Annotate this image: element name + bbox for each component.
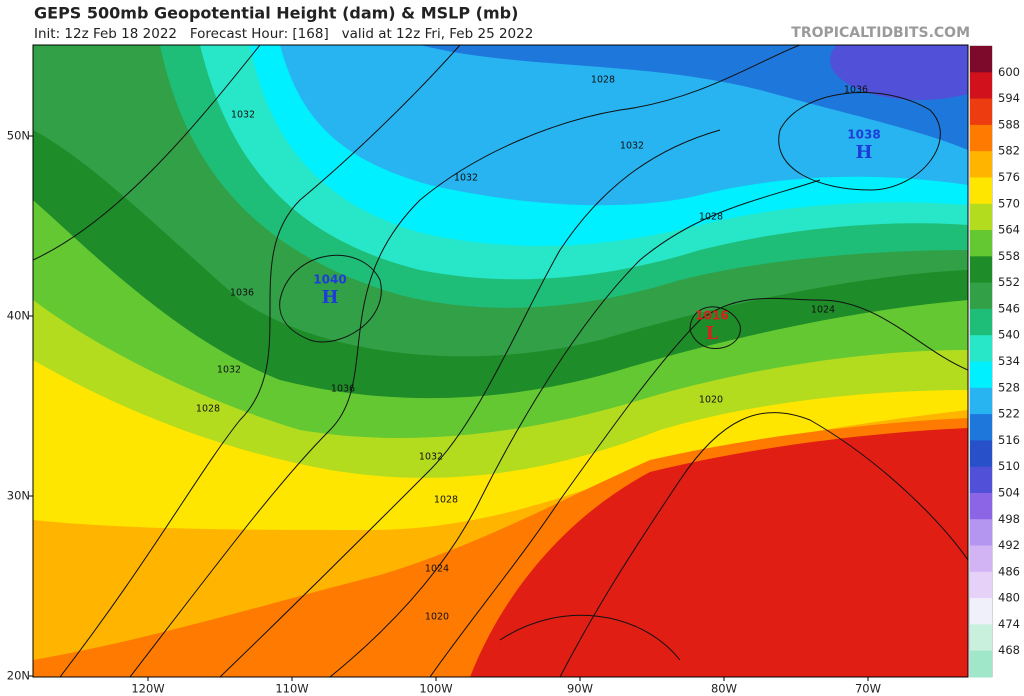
colorbar-label: 510 xyxy=(998,459,1020,473)
colorbar-label: 492 xyxy=(998,538,1020,552)
contour-label: 1020 xyxy=(699,395,723,406)
longitude-label: 110W xyxy=(275,682,308,696)
longitude-label: 70W xyxy=(855,682,881,696)
colorbar-label: 522 xyxy=(998,407,1020,421)
colorbar-swatch xyxy=(970,571,992,599)
colorbar-swatch xyxy=(970,519,992,547)
colorbar-swatch xyxy=(970,72,992,100)
contour-label: 1028 xyxy=(699,212,723,223)
colorbar-label: 546 xyxy=(998,301,1020,315)
colorbar-swatch xyxy=(970,177,992,205)
colorbar-swatch xyxy=(970,203,992,231)
contour-label: 1032 xyxy=(419,452,443,463)
colorbar-label: 582 xyxy=(998,144,1020,158)
colorbar-label: 558 xyxy=(998,249,1020,263)
center-letter: H xyxy=(855,142,872,163)
longitude-label: 100W xyxy=(419,682,452,696)
longitude-label: 80W xyxy=(711,682,737,696)
contour-label: 1032 xyxy=(454,173,478,184)
colorbar-label: 576 xyxy=(998,170,1020,184)
colorbar-label: 600 xyxy=(998,65,1020,79)
colorbar-label: 498 xyxy=(998,512,1020,526)
colorbar-label: 468 xyxy=(998,643,1020,657)
contour-label: 1036 xyxy=(331,384,355,395)
colorbar-swatch xyxy=(970,124,992,152)
colorbar-label: 594 xyxy=(998,91,1020,105)
contour-label: 1020 xyxy=(425,612,449,623)
colorbar-label: 540 xyxy=(998,328,1020,342)
contour-label: 1028 xyxy=(434,495,458,506)
center-letter: L xyxy=(706,323,719,344)
contour-label: 1036 xyxy=(230,288,254,299)
colorbar-label: 504 xyxy=(998,485,1020,499)
latitude-label: 50N xyxy=(7,129,30,143)
colorbar-swatch xyxy=(970,598,992,625)
colorbar-swatch xyxy=(970,98,992,126)
contour-label: 1036 xyxy=(844,85,868,96)
colorbar-label: 480 xyxy=(998,591,1020,605)
colorbar-swatch xyxy=(970,151,992,178)
colorbar-label: 564 xyxy=(998,223,1020,237)
colorbar-swatch xyxy=(970,440,992,468)
colorbar-swatch xyxy=(970,230,992,257)
colorbar-label: 588 xyxy=(998,117,1020,131)
colorbar-swatch xyxy=(970,335,992,362)
brand: TROPICALTIDBITS.COM xyxy=(791,25,970,41)
title: GEPS 500mb Geopotential Height (dam) & M… xyxy=(34,4,518,23)
colorbar-swatch xyxy=(970,282,992,310)
colorbar-label: 516 xyxy=(998,433,1020,447)
colorbar-swatch xyxy=(970,256,992,284)
colorbar-swatch xyxy=(970,492,992,520)
subtitle: Init: 12z Feb 18 2022 Forecast Hour: [16… xyxy=(34,26,533,42)
contour-label: 1032 xyxy=(231,110,255,121)
colorbar-label: 552 xyxy=(998,275,1020,289)
map xyxy=(33,45,968,677)
contour-label: 1032 xyxy=(620,141,644,152)
contour-label: 1024 xyxy=(425,564,449,575)
latitude-label: 30N xyxy=(7,489,30,503)
colorbar-swatch xyxy=(970,545,992,573)
longitude-label: 120W xyxy=(131,682,164,696)
contour-label: 1028 xyxy=(196,404,220,415)
center-letter: H xyxy=(321,287,338,308)
colorbar-swatch xyxy=(970,466,992,494)
colorbar-swatch xyxy=(970,46,992,73)
contour-label: 1024 xyxy=(811,305,835,316)
colorbar-swatch xyxy=(970,387,992,415)
colorbar-label: 534 xyxy=(998,354,1020,368)
contour-label: 1028 xyxy=(591,75,615,86)
map-frame xyxy=(32,44,969,678)
colorbar-swatch xyxy=(970,414,992,441)
colorbar-swatch xyxy=(970,308,992,336)
colorbar-label: 528 xyxy=(998,380,1020,394)
longitude-label: 90W xyxy=(567,682,593,696)
colorbar-label: 474 xyxy=(998,617,1020,631)
contour-label: 1032 xyxy=(217,365,241,376)
colorbar-swatch xyxy=(970,624,992,652)
latitude-label: 40N xyxy=(7,309,30,323)
center-pressure: 1040 xyxy=(313,273,346,287)
center-pressure: 1038 xyxy=(847,128,880,142)
field xyxy=(830,45,968,100)
colorbar-swatch xyxy=(970,650,992,678)
colorbar-label: 486 xyxy=(998,564,1020,578)
colorbar-swatch xyxy=(970,361,992,389)
colorbar-label: 570 xyxy=(998,196,1020,210)
latitude-label: 20N xyxy=(7,669,30,683)
isobars xyxy=(33,45,968,677)
center-pressure: 1016 xyxy=(695,309,728,323)
